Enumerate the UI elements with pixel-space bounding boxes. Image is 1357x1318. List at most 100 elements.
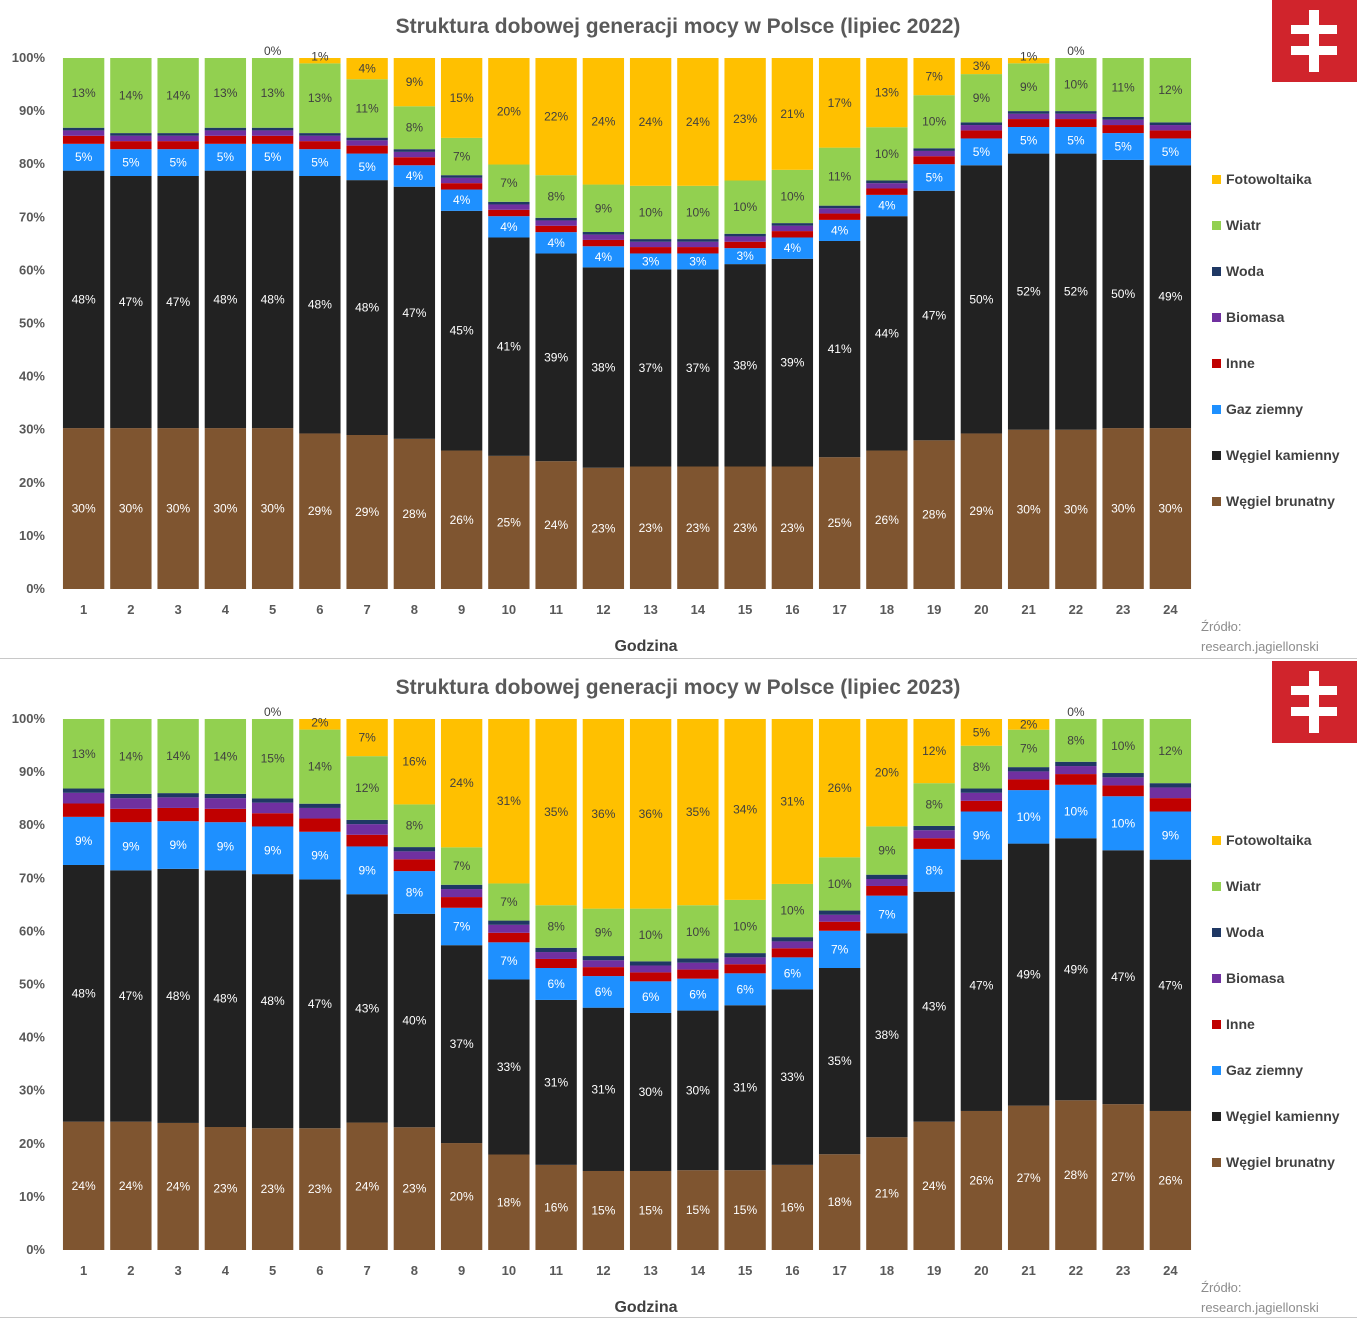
data-label-wiatr: 14% <box>119 749 143 763</box>
bar-segment-biomasa <box>62 792 105 804</box>
data-label-wiatr: 8% <box>925 798 943 812</box>
bar-segment-wegiel-kamienny <box>346 180 388 436</box>
data-label-wiatr: 14% <box>308 760 332 774</box>
data-label-wegiel-kamienny: 38% <box>591 361 615 375</box>
data-label-wiatr: 10% <box>1064 78 1088 92</box>
legend-swatch <box>1212 836 1221 845</box>
bar-segment-woda <box>1007 111 1050 114</box>
bar-segment-inne <box>488 932 530 943</box>
bar-segment-wegiel-brunatny <box>1007 429 1050 589</box>
bar-segment-wiatr <box>1102 58 1144 117</box>
y-tick-label: 60% <box>19 923 45 938</box>
bar-segment-biomasa <box>582 960 625 968</box>
bar-segment-biomasa <box>1102 777 1144 786</box>
bar-segment-wegiel-kamienny <box>1055 153 1097 430</box>
bar-segment-wiatr <box>110 58 152 134</box>
legend-label: Węgiel brunatny <box>1226 493 1335 509</box>
bar-segment-wiatr <box>1149 58 1192 123</box>
data-label-gaz-ziemny: 6% <box>642 990 660 1004</box>
data-label-wegiel-brunatny: 16% <box>544 1200 568 1214</box>
bar-segment-biomasa <box>110 135 152 142</box>
bar-segment-inne <box>960 130 1003 139</box>
data-label-wegiel-kamienny: 47% <box>119 989 143 1003</box>
bar-segment-biomasa <box>960 125 1003 131</box>
bar-segment-gaz-ziemny <box>393 165 436 187</box>
data-label-wegiel-kamienny: 31% <box>544 1075 568 1089</box>
bar-segment-gaz-ziemny <box>440 189 483 211</box>
bar-segment-inne <box>488 209 530 217</box>
data-label-wiatr: 10% <box>828 877 852 891</box>
legend-label: Gaz ziemny <box>1226 1062 1303 1078</box>
legend-swatch <box>1212 882 1221 891</box>
bar-segment-wegiel-brunatny <box>629 466 672 589</box>
bar-segment-inne <box>393 157 436 166</box>
data-label-wegiel-kamienny: 48% <box>72 986 96 1000</box>
bar-segment-wegiel-brunatny <box>771 466 814 589</box>
bar-segment-woda <box>346 819 388 825</box>
bar-segment-gaz-ziemny <box>346 846 388 895</box>
data-label-wegiel-brunatny: 23% <box>591 521 615 535</box>
bar-segment-biomasa <box>346 140 388 146</box>
x-tick-label: 12 <box>596 602 610 617</box>
bar-segment-wegiel-brunatny <box>960 433 1003 589</box>
data-label-wegiel-brunatny: 16% <box>780 1200 804 1214</box>
data-label-wegiel-kamienny: 31% <box>733 1081 757 1095</box>
data-label-wiatr: 13% <box>213 86 237 100</box>
bar-segment-wiatr <box>1055 719 1097 762</box>
bar-segment-wegiel-kamienny <box>535 253 577 462</box>
x-tick-label: 4 <box>222 1263 230 1278</box>
bar-segment-woda <box>960 788 1003 793</box>
bar-segment-woda <box>677 958 719 963</box>
bar-segment-wegiel-brunatny <box>582 1170 625 1250</box>
data-label-wegiel-brunatny: 24% <box>355 1179 379 1193</box>
bar-segment-gaz-ziemny <box>346 153 388 181</box>
x-tick-label: 5 <box>269 602 276 617</box>
x-tick-label: 10 <box>502 602 516 617</box>
legend-label: Fotowoltaika <box>1226 832 1312 848</box>
bar-segment-woda <box>677 239 719 242</box>
bar-segment-wegiel-kamienny <box>724 264 766 467</box>
bar-segment-gaz-ziemny <box>913 164 955 191</box>
bar-segment-biomasa <box>1149 787 1192 799</box>
x-axis-label: Godzina <box>614 638 677 655</box>
x-tick-label: 22 <box>1069 602 1083 617</box>
y-tick-label: 100% <box>12 50 46 65</box>
data-label-wiatr: 9% <box>1020 80 1038 94</box>
legend-swatch <box>1212 175 1221 184</box>
bar-segment-woda <box>771 223 814 226</box>
bar-segment-wegiel-kamienny <box>913 891 955 1122</box>
bar-segment-woda <box>346 137 388 141</box>
y-tick-label: 90% <box>19 764 45 779</box>
bar-segment-wiatr <box>535 905 577 948</box>
data-label-wegiel-kamienny: 44% <box>875 326 899 340</box>
bar-segment-inne <box>1102 125 1144 134</box>
bar-segment-gaz-ziemny <box>535 232 577 254</box>
data-label-wiatr: 10% <box>733 920 757 934</box>
bar-segment-wiatr <box>440 137 483 176</box>
bar-segment-biomasa <box>299 807 341 819</box>
data-label-wiatr: 7% <box>453 150 471 164</box>
legend-label: Wiatr <box>1226 878 1261 894</box>
bar-segment-biomasa <box>251 802 294 814</box>
bar-segment-wegiel-brunatny <box>1149 428 1192 589</box>
bar-segment-fotowoltaika <box>913 58 955 96</box>
bar-segment-fotowoltaika <box>724 719 766 900</box>
data-label-gaz-ziemny: 5% <box>1162 145 1180 159</box>
data-label-wegiel-kamienny: 50% <box>969 292 993 306</box>
legend-label: Biomasa <box>1226 309 1285 325</box>
bar-segment-wegiel-brunatny <box>818 1154 861 1250</box>
bar-segment-gaz-ziemny <box>251 143 294 171</box>
data-label-wegiel-brunatny: 24% <box>166 1179 190 1193</box>
data-label-fotowoltaika: 12% <box>922 744 946 758</box>
data-label-gaz-ziemny: 4% <box>831 223 849 237</box>
bar-segment-gaz-ziemny <box>582 976 625 1008</box>
data-label-wegiel-kamienny: 48% <box>213 992 237 1006</box>
data-label-wegiel-kamienny: 50% <box>1111 287 1135 301</box>
data-label-wegiel-brunatny: 23% <box>402 1182 426 1196</box>
data-label-wiatr: 7% <box>500 895 518 909</box>
data-label-fotowoltaika: 2% <box>1020 717 1038 731</box>
data-label-gaz-ziemny: 9% <box>358 863 376 877</box>
bar-segment-wiatr <box>346 756 388 820</box>
data-label-fotowoltaika: 34% <box>733 802 757 816</box>
x-tick-label: 3 <box>175 602 182 617</box>
